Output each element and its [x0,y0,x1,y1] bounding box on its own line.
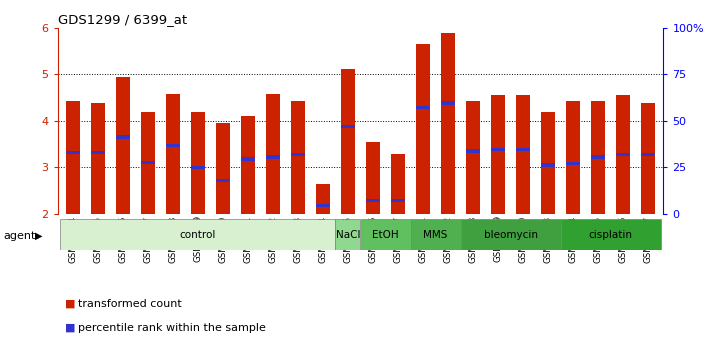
Text: ■: ■ [65,323,76,333]
Bar [291,101,305,214]
Bar [491,148,505,151]
Bar [541,164,555,167]
Bar [141,112,155,214]
Bar [66,151,79,154]
Bar [241,116,255,214]
Bar [616,95,630,214]
Bar [91,151,105,154]
Bar [60,219,335,250]
Text: ■: ■ [65,299,76,308]
Bar [216,123,230,214]
Bar [266,94,280,214]
Bar [642,152,655,156]
Bar [341,125,355,128]
Bar [216,179,230,182]
Bar [561,219,661,250]
Bar [392,154,405,214]
Bar [416,44,430,214]
Bar [642,103,655,214]
Text: GDS1299 / 6399_at: GDS1299 / 6399_at [58,13,187,27]
Bar [366,199,380,203]
Text: percentile rank within the sample: percentile rank within the sample [78,323,266,333]
Text: ▶: ▶ [35,231,42,240]
Bar [566,162,580,165]
Bar [591,101,605,214]
Bar [191,166,205,169]
Bar [266,156,280,159]
Text: cisplatin: cisplatin [589,230,633,239]
Bar [366,142,380,214]
Bar [316,204,329,207]
Text: MMS: MMS [423,230,448,239]
Bar [461,219,561,250]
Text: EtOH: EtOH [372,230,399,239]
Text: control: control [180,230,216,239]
Bar [441,101,455,105]
Bar [291,153,305,156]
Bar [66,101,79,214]
Bar [410,219,461,250]
Bar [541,112,555,214]
Bar [360,219,410,250]
Bar [341,69,355,214]
Bar [516,95,530,214]
Bar [441,33,455,214]
Bar [116,136,130,139]
Bar [191,112,205,214]
Bar [392,199,405,203]
Bar [591,156,605,159]
Text: agent: agent [4,231,36,240]
Text: bleomycin: bleomycin [484,230,538,239]
Text: transformed count: transformed count [78,299,182,308]
Bar [116,77,130,214]
Bar [316,184,329,214]
Bar [466,149,480,152]
Bar [241,157,255,160]
Bar [466,101,480,214]
Bar [141,161,155,164]
Bar [91,103,105,214]
Bar [335,219,360,250]
Bar [166,94,180,214]
Bar [416,106,430,109]
Text: NaCl: NaCl [336,230,360,239]
Bar [166,144,180,147]
Bar [491,95,505,214]
Bar [516,148,530,151]
Bar [616,152,630,156]
Bar [566,101,580,214]
